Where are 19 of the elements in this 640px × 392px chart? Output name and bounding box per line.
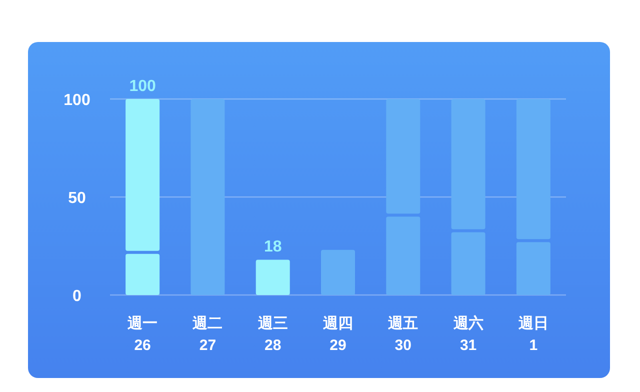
x-tick-label: 週二 27 bbox=[192, 315, 223, 354]
bar bbox=[126, 254, 160, 295]
bar bbox=[321, 250, 355, 295]
x-tick-label: 週五 30 bbox=[387, 315, 418, 354]
y-tick-label: 50 bbox=[68, 190, 86, 207]
total-label: 18 bbox=[264, 238, 282, 256]
x-tick-label: 週日 1 bbox=[517, 315, 548, 354]
bar bbox=[451, 232, 486, 295]
y-tick-label: 0 bbox=[72, 288, 82, 305]
y-tick-label: 100 bbox=[64, 92, 90, 109]
bar bbox=[190, 99, 225, 295]
x-tick-label: 週四 29 bbox=[322, 315, 353, 354]
x-tick-label: 週一 26 bbox=[126, 315, 158, 354]
bar bbox=[256, 260, 290, 295]
bar bbox=[386, 216, 420, 295]
total-label: 100 bbox=[129, 78, 156, 95]
bar bbox=[516, 242, 550, 295]
x-tick-label: 週三 28 bbox=[256, 315, 288, 354]
x-tick-label: 週六 31 bbox=[452, 314, 484, 354]
